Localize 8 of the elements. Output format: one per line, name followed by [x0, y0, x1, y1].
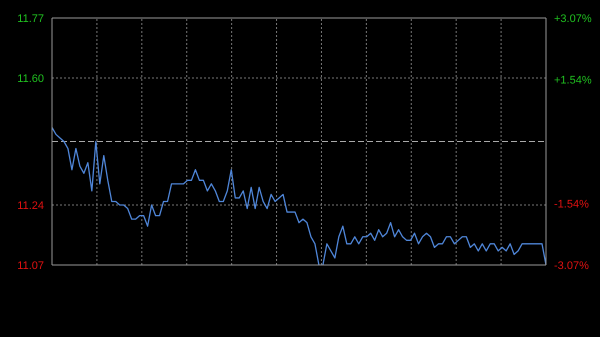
y2-tick-label: -1.54% — [554, 198, 590, 210]
y2-tick-label: +1.54% — [554, 74, 592, 87]
y2-tick-label: -3.07% — [554, 260, 590, 272]
y-tick-label: 11.77 — [17, 13, 44, 25]
y2-tick-label: +3.07% — [554, 13, 592, 25]
y-tick-label: 11.24 — [17, 200, 44, 212]
y-tick-label: 11.60 — [17, 72, 44, 85]
y-tick-label: 11.07 — [17, 260, 44, 272]
